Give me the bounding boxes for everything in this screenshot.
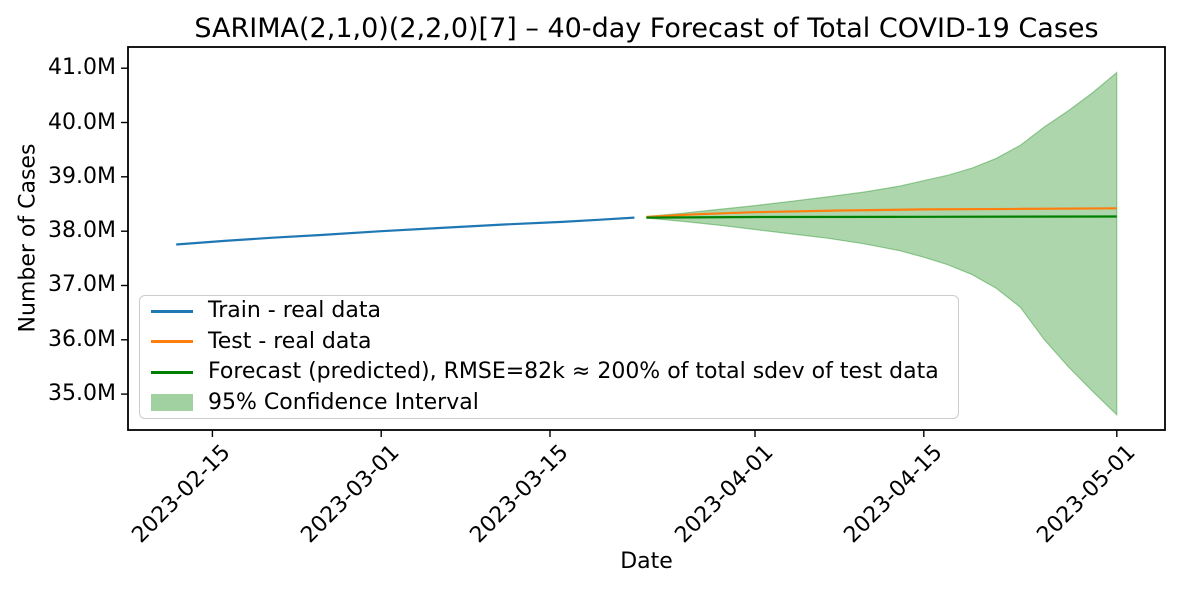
confidence-interval-patch-swatch [151, 394, 193, 412]
legend-label-forecast: Forecast (predicted), RMSE=82k ≈ 200% of… [208, 359, 939, 385]
y-tick-label: 35.0M [48, 381, 116, 406]
legend-entry-confidence-interval: 95% Confidence Interval [151, 388, 958, 419]
y-tick-label: 36.0M [48, 327, 116, 352]
legend: Train - real data Test - real data Forec… [139, 295, 959, 419]
train-line-swatch [151, 309, 193, 313]
y-tick-label: 41.0M [48, 55, 116, 80]
legend-entry-train: Train - real data [151, 296, 958, 327]
x-axis-label: Date [620, 549, 673, 574]
forecast-line-swatch [151, 370, 193, 374]
legend-label-confidence-interval: 95% Confidence Interval [208, 389, 479, 415]
y-tick-label: 37.0M [48, 272, 116, 297]
legend-label-test: Test - real data [208, 328, 372, 354]
test-line-swatch [151, 340, 193, 344]
y-tick-label: 40.0M [48, 110, 116, 135]
y-tick-label: 39.0M [48, 164, 116, 189]
y-tick-label: 38.0M [48, 218, 116, 243]
chart-title: SARIMA(2,1,0)(2,2,0)[7] – 40-day Forecas… [194, 13, 1099, 44]
legend-label-train: Train - real data [208, 298, 381, 324]
legend-entry-test: Test - real data [151, 327, 958, 358]
legend-entry-forecast: Forecast (predicted), RMSE=82k ≈ 200% of… [151, 357, 958, 388]
